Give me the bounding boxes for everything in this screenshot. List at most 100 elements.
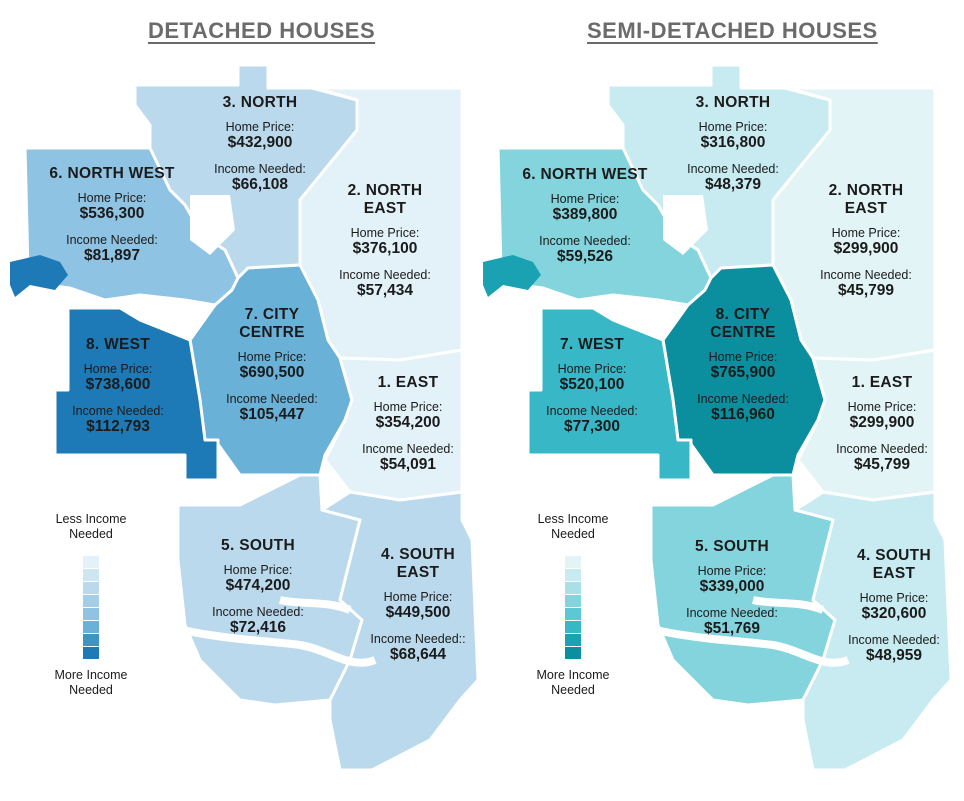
region-label-northeast: 2. NORTH EAST Home Price: $299,900 Income N… [820, 182, 912, 300]
region-name: 4. SOUTH EAST [381, 546, 455, 581]
income-needed-caption: Income Needed: [546, 404, 638, 418]
river [654, 596, 850, 667]
home-price-value: $520,100 [559, 376, 625, 394]
income-needed-value: $59,526 [556, 248, 614, 266]
income-needed-caption: Income Needed: [697, 391, 789, 406]
income-needed-value: $77,300 [563, 418, 621, 436]
region-name: 6. NORTH WEST [49, 165, 175, 182]
home-price-value: $449,500 [385, 604, 451, 621]
region-name: 6. NORTH WEST [522, 166, 648, 183]
income-needed-caption: Income Needed: [362, 442, 454, 456]
income-needed-value: $54,091 [379, 456, 437, 474]
home-price-value: $299,900 [849, 414, 915, 432]
region-west-lobe [10, 255, 68, 297]
income-needed-value: $48,379 [704, 176, 762, 194]
region-southeast [320, 490, 480, 772]
legend-swatch [565, 595, 581, 608]
income-needed-caption: Income Needed: [339, 267, 431, 282]
home-price-value: $474,200 [225, 577, 291, 595]
home-price-caption: Home Price: [237, 349, 307, 364]
income-needed-value: $51,769 [703, 620, 761, 638]
legend-swatch [565, 569, 581, 582]
home-price-caption: Home Price: [698, 119, 768, 134]
region-label-city: 7. CITY CENTRE Home Price: $690,500 Income … [226, 306, 318, 424]
region-west [526, 306, 693, 482]
region-label-east: 1. EAST Home Price: $299,900 Income Needed:… [836, 374, 928, 474]
home-price-value: $389,800 [552, 206, 618, 224]
home-price-caption: Home Price: [831, 225, 901, 240]
map-title: DETACHED HOUSES [148, 18, 376, 43]
income-needed-value: $66,108 [231, 176, 289, 194]
region-label-northwest: 6. NORTH WEST Home Price: $389,800 Income N… [522, 166, 647, 266]
home-price-caption: Home Price: [77, 190, 147, 205]
region-label-southeast: 4. SOUTH EAST Home Price: $320,600 Income N… [848, 547, 940, 665]
income-needed-caption: Income Needed: [214, 162, 306, 176]
region-label-south: 5. SOUTH Home Price: $474,200 Income Needed… [212, 537, 304, 637]
region-name: 1. EAST [851, 374, 913, 391]
region-name: 7. WEST [559, 336, 625, 353]
detached-map [10, 63, 480, 772]
home-price-caption: Home Price: [83, 361, 153, 376]
region-label-north: 3. NORTH Home Price: $432,900 Income Needed… [214, 94, 306, 194]
income-needed-caption: Income Needed: [66, 233, 158, 247]
income-needed-value: $45,799 [853, 456, 911, 474]
legend-swatch [565, 634, 581, 647]
income-needed-caption: Income Needed: [539, 234, 631, 248]
river [181, 596, 377, 667]
home-price-caption: Home Price: [708, 349, 778, 364]
income-needed-caption: Income Needed: [836, 442, 928, 456]
home-price-caption: Home Price: [223, 562, 293, 577]
legend-swatch [83, 569, 99, 582]
region-southeast [793, 490, 953, 772]
income-needed-value: $116,960 [711, 406, 775, 424]
income-needed-caption: Income Needed: [212, 605, 304, 619]
legend-swatch [83, 595, 99, 608]
legend-swatch [83, 634, 99, 647]
legend-color-scale [565, 556, 581, 659]
income-needed-value: $57,434 [356, 282, 414, 300]
home-price-value: $299,900 [833, 240, 899, 257]
legend-swatch [83, 647, 99, 659]
income-needed-value: $72,416 [229, 619, 287, 637]
legend-swatch [83, 608, 99, 621]
income-needed-caption: Income Needed: [686, 606, 778, 620]
income-needed-value: $48,959 [865, 647, 923, 665]
region-city [661, 263, 827, 477]
region-name: 3. NORTH [695, 94, 771, 111]
legend-swatch [565, 556, 581, 569]
home-price-caption: Home Price: [859, 590, 929, 605]
region-label-city: 8. CITY CENTRE Home Price: $765,900 Income … [697, 306, 789, 424]
home-price-value: $354,200 [375, 414, 441, 432]
home-price-value: $432,900 [227, 134, 293, 152]
legend-swatch [83, 621, 99, 634]
home-price-value: $765,900 [710, 364, 776, 381]
income-needed-value: $81,897 [83, 247, 141, 265]
income-needed-caption: Income Needed:: [370, 631, 466, 646]
home-price-value: $738,600 [85, 376, 151, 394]
home-price-caption: Home Price: [225, 119, 295, 134]
semi-detached-map [483, 63, 953, 772]
home-price-caption: Home Price: [697, 563, 767, 578]
region-name: 2. NORTH EAST [347, 182, 423, 217]
region-west-lobe [483, 255, 541, 297]
home-price-caption: Home Price: [550, 191, 620, 206]
region-name: 5. SOUTH [695, 538, 769, 555]
legend-color-scale [83, 556, 99, 659]
region-label-southeast: 4. SOUTH EAST Home Price: $449,500 Income N… [370, 546, 465, 664]
income-needed-caption: Income Needed: [820, 267, 912, 282]
region-label-northeast: 2. NORTH EAST Home Price: $376,100 Income N… [339, 182, 431, 300]
income-needed-caption: Income Needed: [72, 404, 164, 418]
legend-top-label: Less Income Needed [537, 512, 609, 541]
legend-swatch [83, 556, 99, 569]
region-label-northwest: 6. NORTH WEST Home Price: $536,300 Income N… [49, 165, 174, 265]
legend-swatch [83, 582, 99, 595]
region-name: 5. SOUTH [221, 537, 295, 554]
region-label-east: 1. EAST Home Price: $354,200 Income Needed:… [362, 374, 454, 474]
legend-swatch [565, 582, 581, 595]
legend-top-label: Less Income Needed [55, 512, 127, 541]
income-needed-value: $45,799 [837, 282, 895, 300]
region-name: 7. CITY CENTRE [239, 306, 305, 341]
region-name: 4. SOUTH EAST [857, 547, 931, 582]
home-price-caption: Home Price: [383, 589, 453, 604]
